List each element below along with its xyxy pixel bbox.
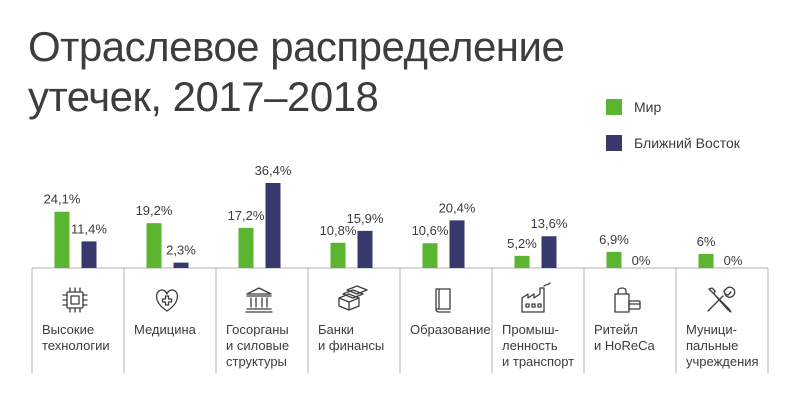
bar-middle-east [265, 183, 281, 268]
category-label: Муници- пальные учреждения [686, 322, 759, 369]
page-title: Отраслевое распределение утечек, 2017–20… [28, 22, 588, 122]
money-stack-icon [338, 285, 368, 311]
legend-label-world: Мир [634, 99, 662, 115]
book-icon [435, 288, 451, 313]
data-label-world: 10,6% [412, 223, 449, 238]
data-label-middle-east: 0% [632, 253, 651, 268]
shopping-bag-card-icon [614, 287, 641, 313]
legend: Мир Ближний Восток [606, 96, 740, 168]
factory-icon [521, 282, 551, 313]
bar-middle-east [357, 230, 373, 268]
bar-middle-east [449, 220, 465, 268]
data-label-middle-east: 0% [724, 253, 743, 268]
data-label-middle-east: 36,4% [255, 163, 292, 178]
bar-world [698, 253, 714, 268]
chip-icon [62, 287, 88, 313]
data-label-world: 17,2% [228, 208, 265, 223]
data-label-world: 10,8% [320, 223, 357, 238]
data-label-world: 6,9% [599, 232, 629, 247]
data-label-world: 6% [697, 234, 716, 249]
bar-world [606, 251, 622, 268]
legend-label-middle-east: Ближний Восток [634, 135, 740, 151]
data-label-middle-east: 11,4% [71, 221, 107, 236]
bar-world [514, 255, 530, 268]
category-label: Госорганы и силовые структуры [226, 322, 290, 369]
legend-swatch-middle-east [606, 135, 622, 151]
wrench-screwdriver-icon [707, 286, 736, 313]
data-label-middle-east: 15,9% [347, 211, 384, 226]
category-label: Медицина [134, 322, 196, 337]
bar-world [330, 242, 346, 268]
category-label: Промыш- ленность и транспорт [502, 322, 575, 369]
title-line-2: утечек, 2017–2018 [28, 73, 379, 120]
bar-world [238, 227, 254, 268]
bar-world [54, 211, 70, 268]
bar-world [422, 243, 438, 268]
government-building-icon [245, 287, 273, 313]
legend-item-middle-east: Ближний Восток [606, 132, 740, 154]
legend-swatch-world [606, 99, 622, 115]
data-label-world: 5,2% [507, 236, 537, 251]
title-line-1: Отраслевое распределение [28, 23, 565, 70]
category-label: Ритейл и HoReCa [594, 322, 655, 353]
legend-item-world: Мир [606, 96, 740, 118]
data-label-world: 24,1% [44, 192, 81, 207]
data-label-middle-east: 20,4% [439, 200, 476, 215]
category-label: Высокие технологии [42, 322, 110, 353]
heart-cross-icon [155, 289, 179, 312]
category-label: Банки и финансы [318, 322, 385, 353]
category-label: Образование [410, 322, 491, 337]
data-label-middle-east: 2,3% [166, 243, 196, 258]
data-label-world: 19,2% [136, 203, 173, 218]
bar-middle-east [173, 262, 189, 268]
bar-middle-east [541, 236, 557, 268]
data-label-middle-east: 13,6% [531, 216, 568, 231]
bar-world [146, 223, 162, 268]
bar-middle-east [81, 241, 97, 268]
